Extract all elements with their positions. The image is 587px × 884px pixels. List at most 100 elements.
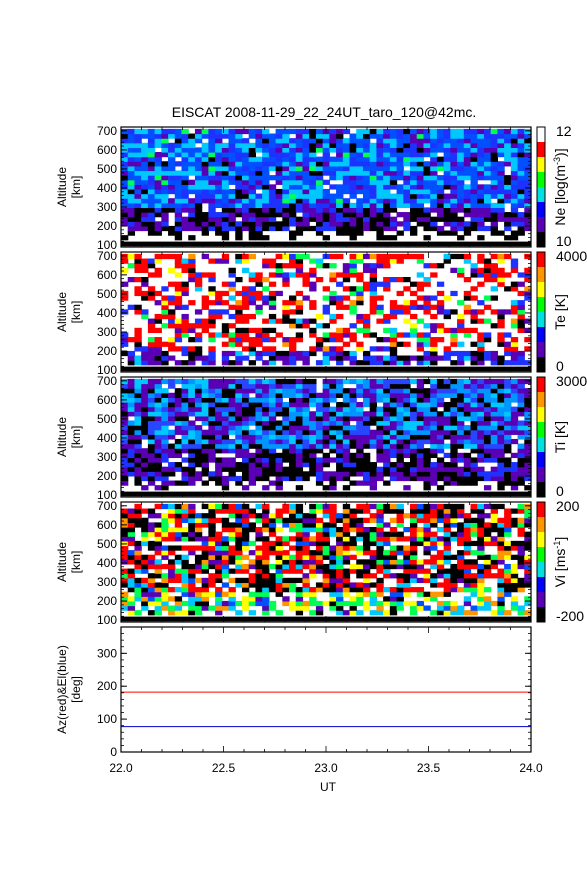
heatmap-cell xyxy=(370,393,377,398)
heatmap-cell xyxy=(518,587,525,592)
heatmap-cell xyxy=(383,147,390,152)
heatmap-cell xyxy=(195,402,202,407)
heatmap-cell xyxy=(242,439,249,444)
heatmap-cell xyxy=(262,569,269,574)
heatmap-cell xyxy=(128,189,135,194)
heatmap-cell xyxy=(276,147,283,152)
heatmap-cell xyxy=(464,221,471,226)
heatmap-cell xyxy=(376,226,383,231)
colorbar-segment xyxy=(537,437,545,453)
heatmap-cell xyxy=(134,180,141,185)
heatmap-cell xyxy=(518,379,525,384)
heatmap-cell xyxy=(302,282,309,287)
heatmap-cell xyxy=(175,416,182,421)
heatmap-cell xyxy=(376,282,383,287)
heatmap-cell xyxy=(497,217,504,222)
heatmap-cell xyxy=(504,212,511,217)
heatmap-cell xyxy=(188,217,195,222)
heatmap-cell xyxy=(195,282,202,287)
heatmap-cell xyxy=(168,606,175,611)
heatmap-cell xyxy=(134,189,141,194)
heatmap-cell xyxy=(249,527,256,532)
heatmap-cell xyxy=(161,416,168,421)
colorbar-segment xyxy=(537,127,545,143)
heatmap-cell xyxy=(215,217,222,222)
heatmap-cell xyxy=(276,268,283,273)
heatmap-cell xyxy=(282,407,289,412)
heatmap-cell xyxy=(397,221,404,226)
heatmap-cell xyxy=(471,268,478,273)
heatmap-cell xyxy=(249,476,256,481)
heatmap-cell xyxy=(511,453,518,458)
heatmap-cell xyxy=(383,198,390,203)
heatmap-cell xyxy=(235,439,242,444)
heatmap-cell xyxy=(181,587,188,592)
heatmap-cell xyxy=(289,559,296,564)
heatmap-cell xyxy=(491,207,498,212)
heatmap-cell xyxy=(282,596,289,601)
heatmap-cell xyxy=(437,555,444,560)
heatmap-cell xyxy=(511,481,518,486)
heatmap-cell xyxy=(215,138,222,143)
heatmap-cell xyxy=(423,129,430,134)
heatmap-cell xyxy=(121,268,128,273)
heatmap-cell xyxy=(276,457,283,462)
heatmap-cell xyxy=(417,212,424,217)
heatmap-cell xyxy=(410,439,417,444)
heatmap-cell xyxy=(175,545,182,550)
heatmap-cell xyxy=(215,295,222,300)
heatmap-cell xyxy=(175,481,182,486)
heatmap-cell xyxy=(471,180,478,185)
heatmap-cell xyxy=(262,522,269,527)
heatmap-cell xyxy=(497,282,504,287)
heatmap-cell xyxy=(262,134,269,139)
heatmap-cell xyxy=(276,527,283,532)
heatmap-cell xyxy=(410,434,417,439)
heatmap-cell xyxy=(457,564,464,569)
heatmap-cell xyxy=(504,444,511,449)
heatmap-cell xyxy=(316,416,323,421)
heatmap-cell xyxy=(302,379,309,384)
heatmap-cell xyxy=(302,457,309,462)
heatmap-cell xyxy=(134,198,141,203)
heatmap-cell xyxy=(269,147,276,152)
heatmap-cell xyxy=(343,541,350,546)
heatmap-cell xyxy=(417,453,424,458)
heatmap-cell xyxy=(450,360,457,365)
heatmap-cell xyxy=(363,207,370,212)
heatmap-cell xyxy=(497,481,504,486)
heatmap-cell xyxy=(155,268,162,273)
heatmap-cell xyxy=(229,596,236,601)
heatmap-cell xyxy=(390,194,397,199)
heatmap-cell xyxy=(229,555,236,560)
heatmap-cell xyxy=(370,360,377,365)
heatmap-cell xyxy=(168,198,175,203)
heatmap-cell xyxy=(430,481,437,486)
heatmap-cell xyxy=(249,203,256,208)
heatmap-cell xyxy=(316,569,323,574)
heatmap-cell xyxy=(255,166,262,171)
heatmap-cell xyxy=(376,393,383,398)
heatmap-cell xyxy=(457,217,464,222)
heatmap-cell xyxy=(390,536,397,541)
heatmap-cell xyxy=(215,541,222,546)
heatmap-cell xyxy=(128,587,135,592)
heatmap-cell xyxy=(141,518,148,523)
heatmap-cell xyxy=(134,471,141,476)
heatmap-cell xyxy=(215,198,222,203)
heatmap-cell xyxy=(410,402,417,407)
heatmap-cell xyxy=(477,582,484,587)
colorbar-segment xyxy=(537,452,545,468)
heatmap-cell xyxy=(296,272,303,277)
heatmap-cell xyxy=(269,384,276,389)
heatmap-cell xyxy=(255,147,262,152)
heatmap-cell xyxy=(343,161,350,166)
heatmap-cell xyxy=(222,439,229,444)
heatmap-cell xyxy=(309,147,316,152)
heatmap-cell xyxy=(437,379,444,384)
heatmap-cell xyxy=(316,532,323,537)
heatmap-cell xyxy=(336,587,343,592)
heatmap-cell xyxy=(457,439,464,444)
heatmap-cell xyxy=(222,184,229,189)
heatmap-cell xyxy=(141,263,148,268)
